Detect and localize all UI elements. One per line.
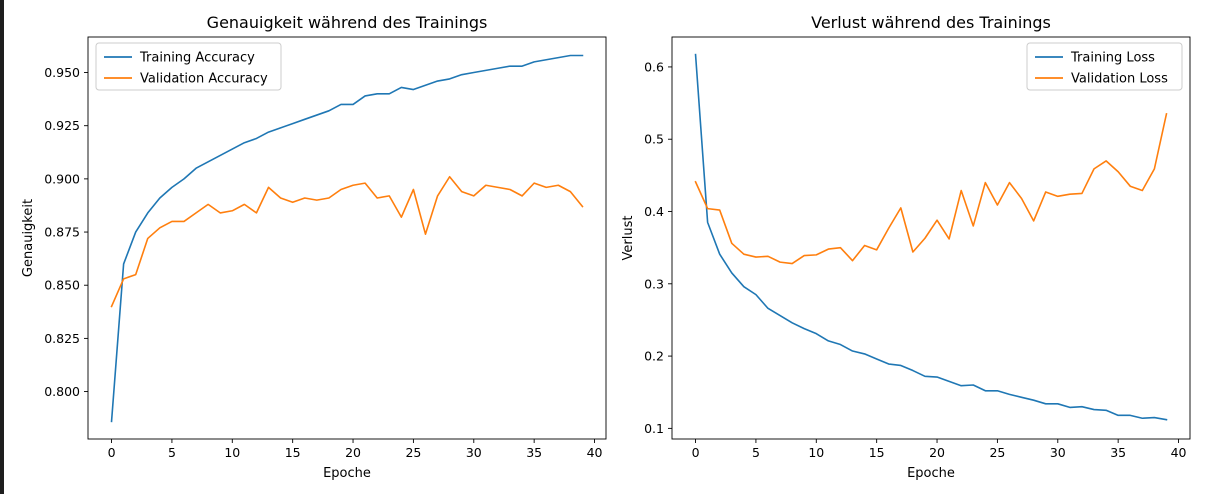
y-tick-label: 0.3 xyxy=(644,276,664,291)
x-tick-label: 0 xyxy=(108,445,116,460)
y-tick-label: 0.2 xyxy=(644,349,664,364)
x-tick-label: 30 xyxy=(466,445,482,460)
y-axis-label: Verlust xyxy=(621,216,636,261)
window-edge xyxy=(0,0,4,494)
legend-validation-label: Validation Loss xyxy=(1071,72,1168,87)
y-tick-label: 0.850 xyxy=(44,278,80,293)
x-tick-label: 20 xyxy=(929,445,945,460)
x-axis-label: Epoche xyxy=(323,466,371,481)
y-tick-label: 0.875 xyxy=(44,225,80,240)
y-tick-label: 0.825 xyxy=(44,331,80,346)
y-tick-label: 0.4 xyxy=(644,204,664,219)
x-axis-label: Epoche xyxy=(907,466,955,481)
y-axis-label: Genauigkeit xyxy=(21,199,36,277)
training-line xyxy=(694,53,1168,421)
legend-box xyxy=(1026,42,1183,91)
chart-title: Genauigkeit während des Trainings xyxy=(207,13,488,32)
legend-training-label: Training Accuracy xyxy=(139,51,255,66)
y-tick-label: 0.925 xyxy=(44,118,80,133)
x-tick-label: 10 xyxy=(224,445,240,460)
x-tick-label: 30 xyxy=(1050,445,1066,460)
y-tick-label: 0.950 xyxy=(44,65,80,80)
plot-frame xyxy=(671,36,1191,440)
x-tick-label: 25 xyxy=(405,445,421,460)
x-tick-label: 35 xyxy=(1110,445,1126,460)
x-tick-label: 40 xyxy=(587,445,603,460)
x-tick-label: 20 xyxy=(345,445,361,460)
x-tick-label: 15 xyxy=(285,445,301,460)
loss-chart: Verlust während des Trainings 0 5 10 15 20 25 3… xyxy=(621,13,1191,481)
y-tick-label: 0.6 xyxy=(644,59,664,74)
x-tick-label: 40 xyxy=(1171,445,1187,460)
chart-title: Verlust während des Trainings xyxy=(811,13,1051,32)
legend-box xyxy=(95,42,282,91)
y-tick-label: 0.800 xyxy=(44,384,80,399)
x-tick-label: 35 xyxy=(526,445,542,460)
y-tick-label: 0.1 xyxy=(644,421,664,436)
plot-frame xyxy=(87,36,607,440)
x-tick-label: 0 xyxy=(692,445,700,460)
validation-line xyxy=(110,175,584,308)
x-tick-label: 10 xyxy=(808,445,824,460)
y-tick-label: 0.5 xyxy=(644,132,664,147)
x-tick-label: 15 xyxy=(869,445,885,460)
legend: Training Loss Validation Loss xyxy=(1026,42,1183,91)
training-line xyxy=(110,54,584,423)
legend-validation-label: Validation Accuracy xyxy=(140,72,268,87)
x-tick-label: 5 xyxy=(752,445,760,460)
validation-line xyxy=(694,112,1168,265)
y-tick-label: 0.900 xyxy=(44,171,80,186)
x-tick-label: 5 xyxy=(168,445,176,460)
accuracy-chart: Genauigkeit während des Trainings 0 5 10 15 2… xyxy=(21,13,607,481)
legend: Training Accuracy Validation Accuracy xyxy=(95,42,282,91)
x-tick-label: 25 xyxy=(989,445,1005,460)
legend-training-label: Training Loss xyxy=(1070,51,1155,66)
